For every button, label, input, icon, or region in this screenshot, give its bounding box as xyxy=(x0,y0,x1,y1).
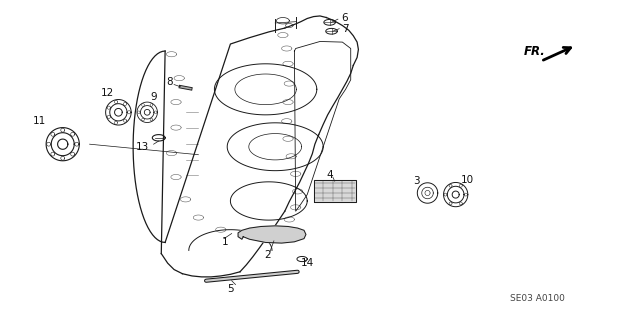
Text: 5: 5 xyxy=(227,284,234,294)
Text: 9: 9 xyxy=(150,92,157,102)
Text: 1: 1 xyxy=(222,237,228,247)
Text: 12: 12 xyxy=(101,87,114,98)
Text: 13: 13 xyxy=(136,142,148,152)
Polygon shape xyxy=(314,180,356,202)
Text: 8: 8 xyxy=(166,77,173,87)
Polygon shape xyxy=(238,226,306,243)
Text: 2: 2 xyxy=(264,250,271,260)
Text: 14: 14 xyxy=(301,258,314,268)
Text: 7: 7 xyxy=(342,24,349,34)
Text: 11: 11 xyxy=(33,116,46,126)
Text: 4: 4 xyxy=(327,170,333,181)
Text: 3: 3 xyxy=(413,176,419,186)
Text: 6: 6 xyxy=(341,12,348,23)
Text: FR.: FR. xyxy=(524,45,546,57)
Text: 10: 10 xyxy=(461,175,474,185)
Text: SE03 A0100: SE03 A0100 xyxy=(510,294,565,303)
